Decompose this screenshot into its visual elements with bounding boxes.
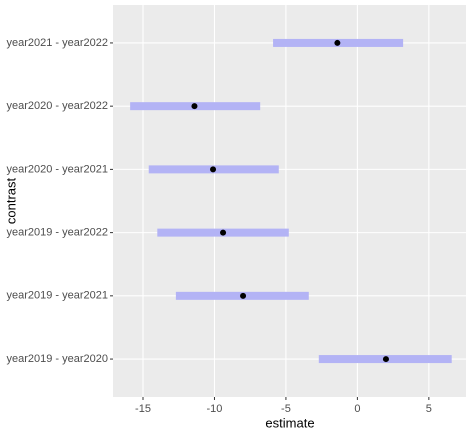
x-tick-label: -10 (207, 403, 223, 415)
x-tick-label: -15 (135, 403, 151, 415)
x-axis-title: estimate (265, 415, 314, 430)
y-tick-label: year2019 - year2020 (6, 353, 108, 365)
y-axis-title: contrast (3, 177, 18, 224)
estimate-point (382, 356, 389, 363)
x-tick-label: -5 (281, 403, 291, 415)
estimate-point (210, 166, 217, 173)
y-tick-label: year2019 - year2021 (6, 290, 108, 302)
x-tick-label: 0 (354, 403, 360, 415)
panel (113, 5, 466, 397)
estimate-point (191, 103, 198, 110)
y-tick-label: year2021 - year2022 (6, 37, 108, 49)
y-tick-label: year2020 - year2021 (6, 163, 108, 175)
estimate-point (220, 229, 227, 236)
x-tick-label: 5 (426, 403, 432, 415)
estimate-point (334, 39, 341, 46)
y-tick-label: year2019 - year2022 (6, 227, 108, 239)
y-tick-label: year2020 - year2022 (6, 100, 108, 112)
estimate-point (240, 292, 247, 299)
